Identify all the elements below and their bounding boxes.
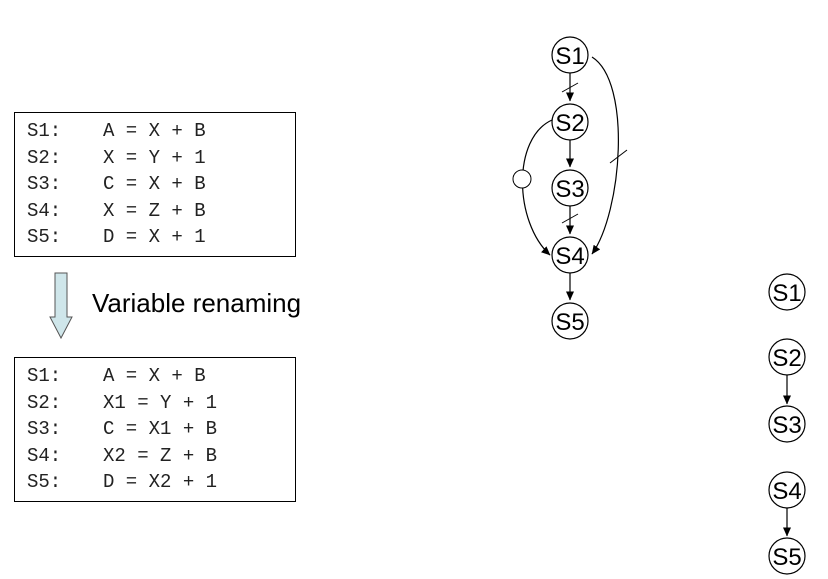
statement-expression: X1 = Y + 1 bbox=[103, 391, 218, 414]
dependence-graph-before: S1 S2 S3 S4 S5 bbox=[512, 36, 628, 340]
svg-text:S5: S5 bbox=[555, 309, 584, 336]
code-line-s4: S4: X2 = Z + B bbox=[27, 443, 295, 470]
edge-s2-s4 bbox=[521, 119, 553, 256]
statement-label: S3: bbox=[27, 173, 62, 196]
edge-s1-s4 bbox=[591, 56, 619, 255]
dependence-graph-after: S1 S2 S3 S4 S5 bbox=[768, 273, 806, 575]
svg-text:S4: S4 bbox=[555, 243, 584, 270]
graph-node-s3: S3 bbox=[551, 169, 589, 207]
graph-node-s1: S1 bbox=[551, 36, 589, 74]
variable-renaming-label: Variable renaming bbox=[92, 288, 302, 318]
graph-node-s5: S5 bbox=[768, 537, 806, 575]
graph-node-s5: S5 bbox=[551, 302, 589, 340]
svg-text:S4: S4 bbox=[772, 478, 801, 505]
code-line-s2: S2: X = Y + 1 bbox=[27, 145, 295, 172]
down-arrow-icon bbox=[49, 272, 73, 340]
svg-text:S5: S5 bbox=[772, 544, 801, 571]
code-line-s3: S3: C = X1 + B bbox=[27, 416, 295, 443]
anti-dependence-tick bbox=[609, 149, 628, 164]
statement-label: S4: bbox=[27, 199, 62, 222]
statement-expression: A = X + B bbox=[103, 120, 206, 142]
graph-node-s3: S3 bbox=[768, 405, 806, 443]
renamed-code-box: S1: A = X + B S2: X1 = Y + 1 S3: C = X1 + B… bbox=[14, 357, 296, 502]
original-code-box: S1: A = X + B S2: X = Y + 1 S3: C = X + B S… bbox=[14, 112, 296, 257]
graph-node-s1: S1 bbox=[768, 273, 806, 311]
statement-label: S1: bbox=[27, 365, 62, 387]
anti-dependence-tick bbox=[561, 213, 579, 224]
svg-text:S3: S3 bbox=[555, 176, 584, 203]
statement-expression: C = X + B bbox=[103, 173, 206, 196]
statement-label: S4: bbox=[27, 444, 62, 467]
statement-label: S2: bbox=[27, 391, 62, 414]
svg-text:S1: S1 bbox=[555, 43, 584, 70]
code-line-s1: S1: A = X + B bbox=[27, 363, 295, 390]
graph-node-s4: S4 bbox=[551, 236, 589, 274]
svg-text:S1: S1 bbox=[772, 280, 801, 307]
svg-text:S3: S3 bbox=[772, 412, 801, 439]
statement-expression: D = X + 1 bbox=[103, 226, 206, 249]
code-line-s1: S1: A = X + B bbox=[27, 118, 295, 145]
statement-label: S3: bbox=[27, 418, 62, 441]
code-line-s5: S5: D = X + 1 bbox=[27, 224, 295, 251]
code-line-s4: S4: X = Z + B bbox=[27, 198, 295, 225]
statement-label: S5: bbox=[27, 226, 62, 249]
statement-label: S1: bbox=[27, 120, 62, 142]
graph-node-s2: S2 bbox=[551, 103, 589, 141]
svg-text:S2: S2 bbox=[772, 345, 801, 372]
statement-expression: A = X + B bbox=[103, 365, 206, 387]
statement-label: S5: bbox=[27, 471, 62, 494]
statement-expression: X2 = Z + B bbox=[103, 444, 218, 467]
statement-label: S2: bbox=[27, 146, 62, 169]
graph-node-s2: S2 bbox=[768, 338, 806, 376]
code-line-s3: S3: C = X + B bbox=[27, 171, 295, 198]
statement-expression: D = X2 + 1 bbox=[103, 471, 218, 494]
statement-expression: X = Y + 1 bbox=[103, 146, 206, 169]
graph-node-s4: S4 bbox=[768, 471, 806, 509]
statement-expression: C = X1 + B bbox=[103, 418, 218, 441]
svg-text:S2: S2 bbox=[555, 110, 584, 137]
code-line-s2: S2: X1 = Y + 1 bbox=[27, 390, 295, 417]
statement-expression: X = Z + B bbox=[103, 199, 206, 222]
anti-dependence-tick bbox=[561, 82, 579, 93]
output-dependence-marker bbox=[512, 169, 532, 189]
code-line-s5: S5: D = X2 + 1 bbox=[27, 469, 295, 496]
